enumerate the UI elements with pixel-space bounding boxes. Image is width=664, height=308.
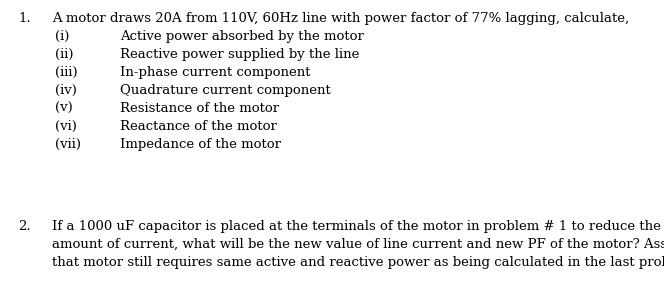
Text: Reactance of the motor: Reactance of the motor	[120, 120, 277, 133]
Text: (vii): (vii)	[55, 138, 81, 151]
Text: 1.: 1.	[18, 12, 31, 25]
Text: (vi): (vi)	[55, 120, 77, 133]
Text: (ii): (ii)	[55, 48, 74, 61]
Text: (iv): (iv)	[55, 84, 77, 97]
Text: If a 1000 uF capacitor is placed at the terminals of the motor in problem # 1 to: If a 1000 uF capacitor is placed at the …	[52, 220, 661, 233]
Text: amount of current, what will be the new value of line current and new PF of the : amount of current, what will be the new …	[52, 238, 664, 251]
Text: that motor still requires same active and reactive power as being calculated in : that motor still requires same active an…	[52, 256, 664, 269]
Text: Reactive power supplied by the line: Reactive power supplied by the line	[120, 48, 359, 61]
Text: Impedance of the motor: Impedance of the motor	[120, 138, 281, 151]
Text: (iii): (iii)	[55, 66, 78, 79]
Text: A motor draws 20A from 110V, 60Hz line with power factor of 77% lagging, calcula: A motor draws 20A from 110V, 60Hz line w…	[52, 12, 629, 25]
Text: (v): (v)	[55, 102, 73, 115]
Text: In-phase current component: In-phase current component	[120, 66, 311, 79]
Text: Active power absorbed by the motor: Active power absorbed by the motor	[120, 30, 364, 43]
Text: 2.: 2.	[18, 220, 31, 233]
Text: Quadrature current component: Quadrature current component	[120, 84, 331, 97]
Text: (i): (i)	[55, 30, 69, 43]
Text: Resistance of the motor: Resistance of the motor	[120, 102, 279, 115]
